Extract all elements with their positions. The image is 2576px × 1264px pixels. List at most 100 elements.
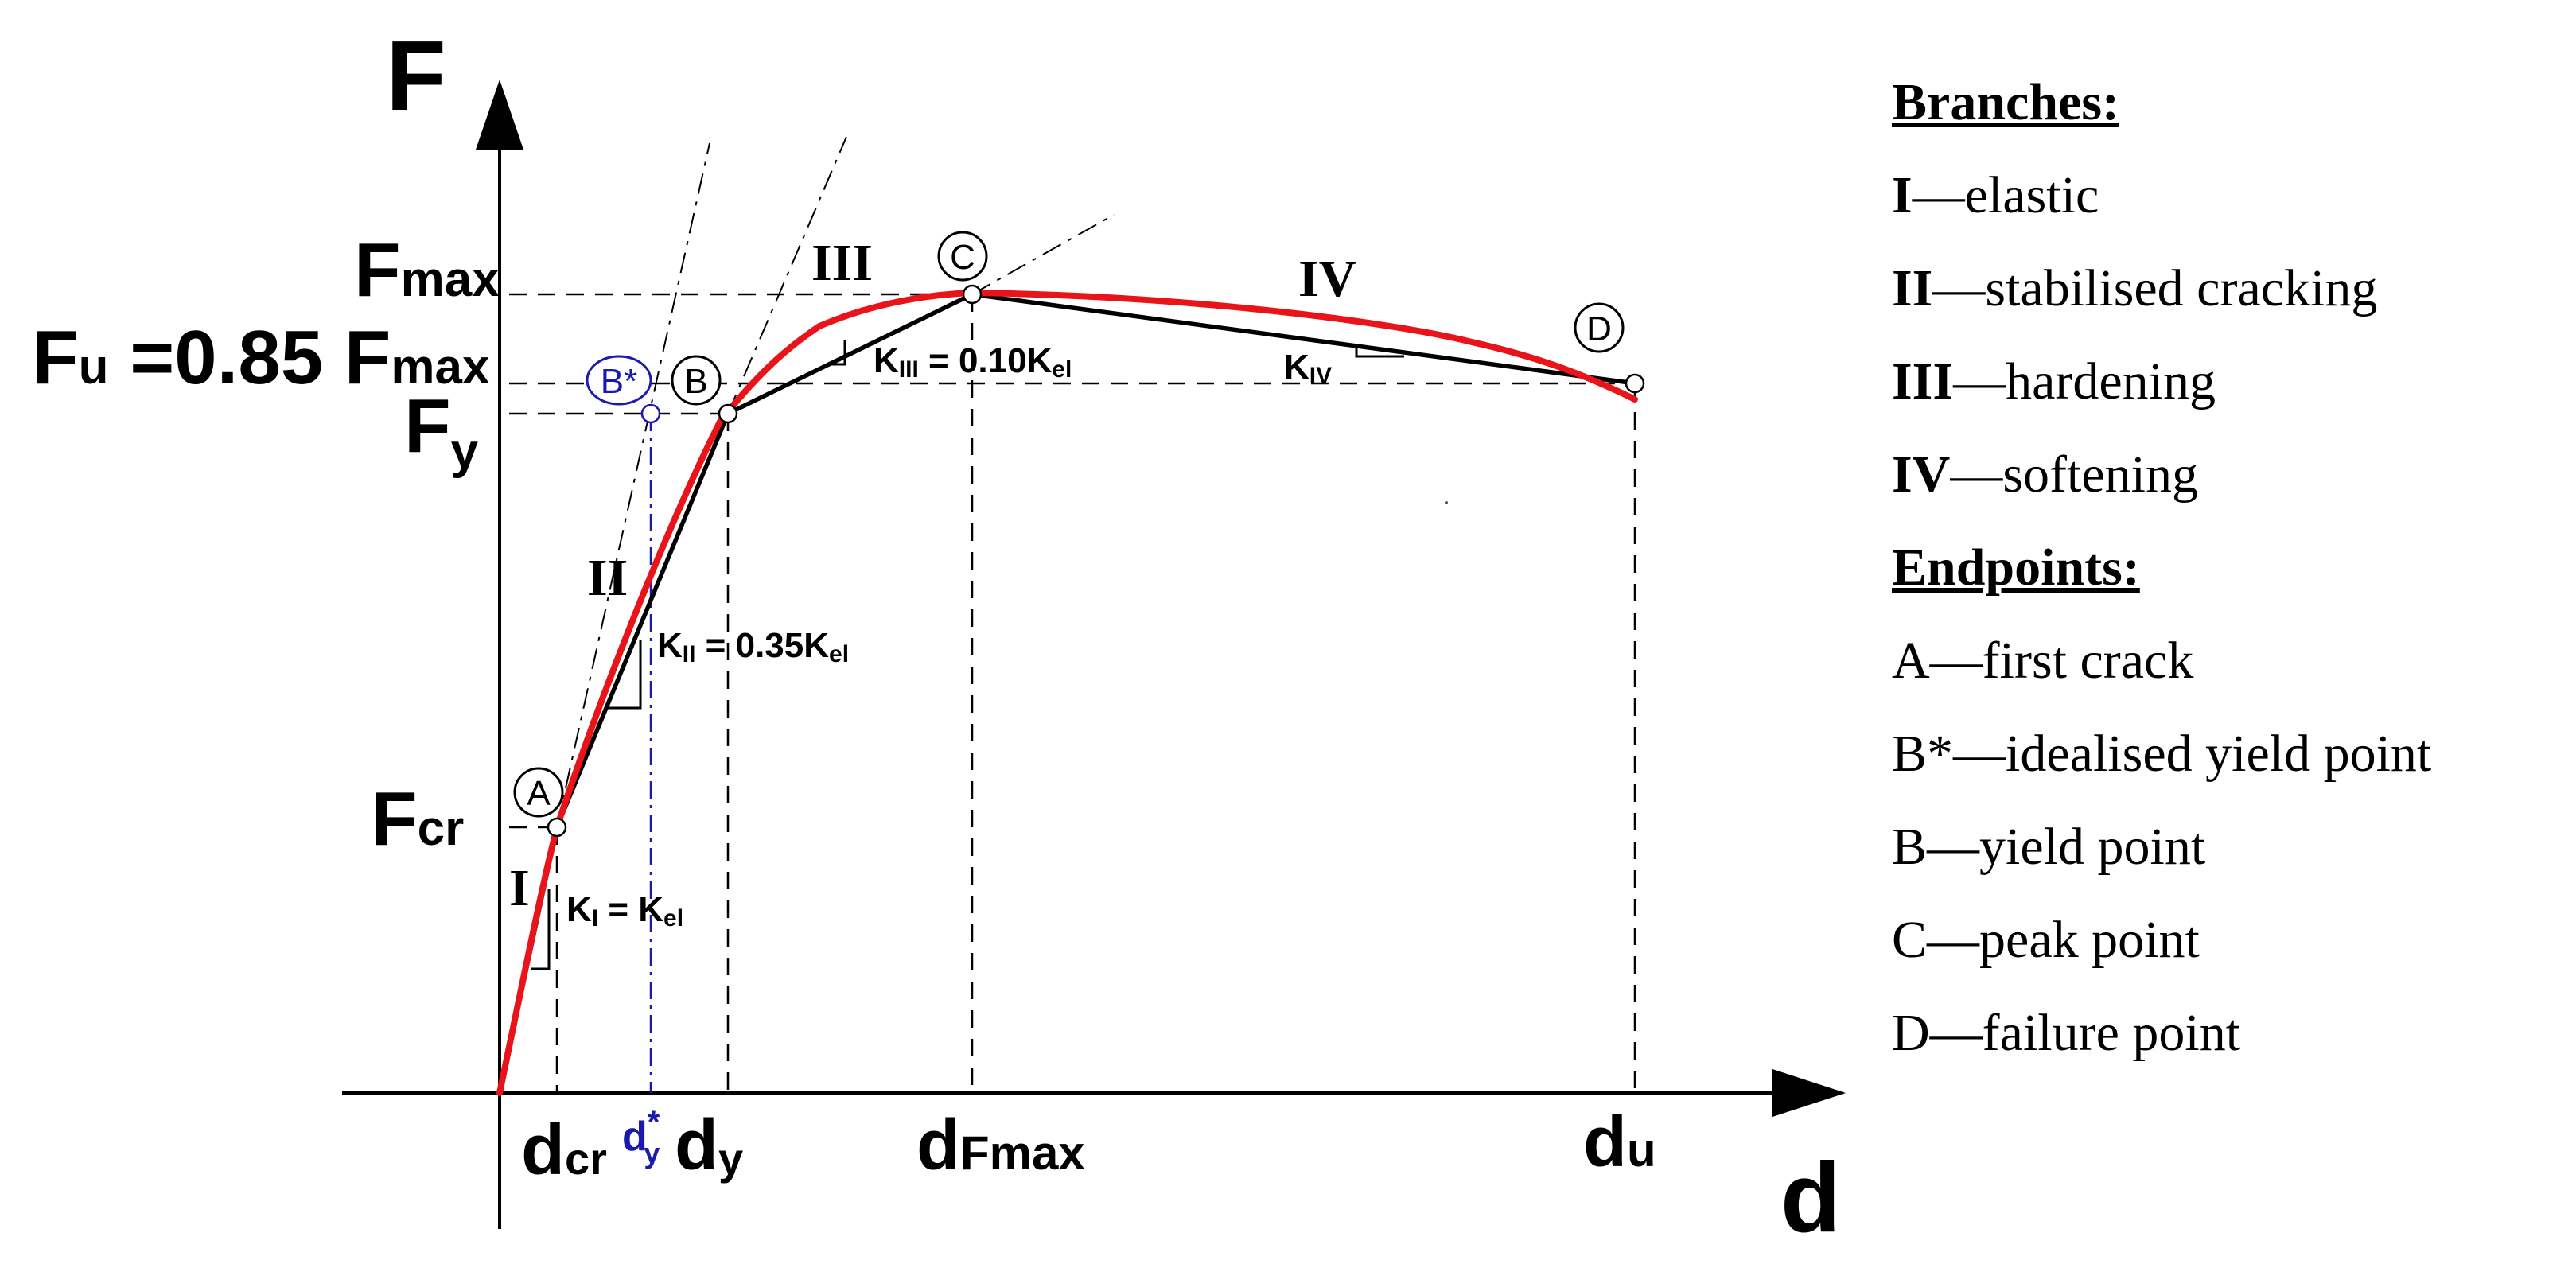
label-F-cr-sub: cr	[418, 801, 465, 856]
label-d-y: dy	[675, 1106, 743, 1185]
legend-branch-row: I—elastic	[1892, 149, 2560, 242]
y-axis-arrow	[476, 80, 523, 150]
legend-endpoint-key: A	[1892, 632, 1930, 690]
slope-K-IV-sub: IV	[1309, 363, 1332, 389]
legend-endpoint-text: —failure point	[1929, 1004, 2241, 1062]
x-axis-arrow	[1772, 1069, 1846, 1117]
slope-K-II: KII = 0.35Kel	[657, 626, 849, 667]
stray-dot	[1445, 501, 1448, 504]
label-F-cr: Fcr	[371, 776, 464, 861]
point-C-marker	[962, 284, 983, 305]
slope-K-IV: KIV	[1284, 348, 1332, 389]
legend-branch-text: —stabilised cracking	[1932, 259, 2378, 317]
slope-K-II-rest-sub: el	[829, 641, 849, 667]
legend-branch-key: IV	[1892, 445, 1951, 504]
label-d-y-sub: y	[718, 1134, 743, 1184]
point-B-star-marker	[640, 403, 661, 424]
slope-K-II-sub: II	[683, 641, 696, 667]
experimental-curve	[496, 289, 1638, 1096]
point-A-circle	[513, 767, 564, 818]
point-B-star-circle	[586, 355, 652, 406]
slope-K-III-sub: III	[899, 356, 919, 383]
legend: Branches: I—elastic II—stabilised cracki…	[1892, 56, 2560, 1079]
extension-lines	[556, 136, 1115, 828]
branch-label-III: III	[811, 234, 873, 292]
y-axis-symbol: F	[386, 21, 446, 131]
label-d-cr-sub: cr	[565, 1134, 607, 1184]
legend-endpoint-row: D—failure point	[1892, 986, 2560, 1079]
label-d-u-sub: u	[1627, 1123, 1656, 1176]
label-F-cr-main: F	[371, 776, 418, 861]
point-B-marker	[718, 403, 738, 424]
legend-endpoint-key: C	[1892, 911, 1928, 969]
label-d-u: du	[1583, 1103, 1656, 1182]
label-d-Fmax-main: d	[916, 1106, 960, 1185]
axes: F d	[342, 21, 1846, 1253]
legend-branch-text: —elastic	[1912, 166, 2099, 224]
legend-endpoints-heading: Endpoints:	[1892, 539, 2140, 597]
point-B-label: B	[684, 362, 707, 401]
slope-K-IV-k: K	[1284, 348, 1309, 387]
slope-triangle-II	[607, 640, 642, 710]
legend-branches-heading: Branches:	[1892, 73, 2119, 131]
label-F-u: Fu =0.85 Fmax	[32, 315, 490, 400]
idealised-curve	[497, 292, 1636, 1094]
slope-K-III: KIII = 0.10Kel	[874, 341, 1072, 383]
branch-label-I: I	[509, 859, 530, 917]
legend-branch-text: —softening	[1950, 445, 2198, 504]
legend-endpoint-text: —first crack	[1929, 632, 2194, 690]
slope-triangle-III	[829, 340, 846, 366]
legend-endpoint-row: C—peak point	[1892, 893, 2560, 986]
slope-K-I-rest: = K	[598, 890, 663, 929]
slope-K-II-rest: = 0.35K	[695, 626, 829, 665]
label-d-y-main: d	[675, 1106, 718, 1185]
legend-branch-key: III	[1892, 352, 1954, 410]
slope-K-III-k: K	[874, 341, 899, 380]
slope-annotations: KI = Kel KII = 0.35Kel KIII = 0.10Kel KI…	[566, 341, 1332, 931]
legend-endpoint-row: B*—idealised yield point	[1892, 707, 2560, 800]
label-d-u-main: d	[1583, 1103, 1627, 1182]
legend-branch-row: IV—softening	[1892, 428, 2560, 521]
label-F-u-main-a: F	[32, 315, 79, 400]
legend-endpoint-text: —yield point	[1927, 818, 2206, 876]
slope-triangle-IV	[1355, 344, 1404, 358]
legend-endpoint-row: B—yield point	[1892, 800, 2560, 893]
point-A-label: A	[527, 774, 551, 813]
legend-endpoint-row: A—first crack	[1892, 614, 2560, 707]
label-d-Fmax-sub: Fmax	[960, 1126, 1085, 1180]
point-B-star-label: B*	[601, 362, 637, 401]
legend-branch-text: —hardening	[1953, 352, 2216, 410]
label-F-y-sub: y	[451, 424, 479, 479]
label-d-y-star-sup: *	[648, 1105, 660, 1140]
legend-endpoint-text: —idealised yield point	[1953, 725, 2432, 783]
cracking-extension	[727, 136, 847, 414]
label-F-u-main-b: =0.85 F	[109, 315, 391, 400]
label-d-y-star-main: d	[622, 1114, 648, 1160]
guide-lines	[509, 293, 1636, 1093]
slope-K-I-k: K	[566, 890, 592, 929]
slope-K-I: KI = Kel	[566, 890, 683, 931]
x-axis-symbol: d	[1780, 1143, 1841, 1253]
label-d-cr: dcr	[521, 1110, 607, 1190]
slope-triangle-I	[531, 889, 551, 970]
legend-endpoint-text: —peak point	[1927, 911, 2200, 969]
label-d-cr-main: d	[521, 1110, 565, 1190]
label-F-y-main: F	[404, 383, 451, 469]
branch-label-IV: IV	[1298, 250, 1356, 308]
slope-K-II-k: K	[657, 626, 683, 665]
point-labels: A B* B C D	[513, 231, 1625, 818]
branch-label-II: II	[587, 549, 628, 607]
legend-branch-key: II	[1892, 259, 1933, 317]
point-A-marker	[547, 817, 567, 838]
point-D-marker	[1625, 373, 1645, 394]
label-d-Fmax: dFmax	[916, 1106, 1085, 1185]
label-F-u-sub-b: max	[391, 340, 490, 395]
legend-endpoint-key: D	[1892, 1004, 1930, 1062]
point-B-circle	[671, 355, 722, 406]
label-F-max-main: F	[354, 228, 401, 313]
slope-triangles	[531, 340, 1404, 970]
label-F-y: Fy	[404, 383, 479, 479]
elastic-extension	[556, 142, 710, 828]
